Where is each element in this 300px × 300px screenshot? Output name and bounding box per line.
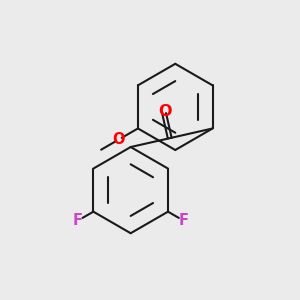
Text: F: F <box>178 213 188 228</box>
Text: O: O <box>158 104 171 119</box>
Text: F: F <box>73 213 83 228</box>
Text: O: O <box>112 132 125 147</box>
